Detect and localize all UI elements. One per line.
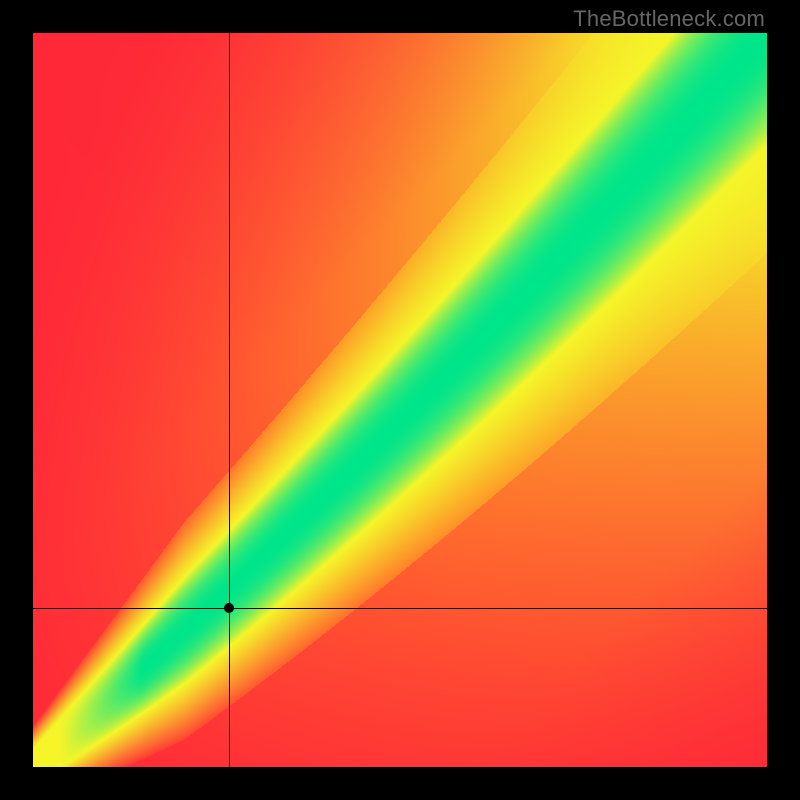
crosshair-dot xyxy=(223,602,235,614)
frame-bottom xyxy=(0,767,800,800)
crosshair-horizontal xyxy=(33,608,767,609)
chart-container: TheBottleneck.com xyxy=(0,0,800,800)
frame-right xyxy=(767,0,800,800)
frame-left xyxy=(0,0,33,800)
crosshair-vertical xyxy=(229,33,230,767)
watermark-text: TheBottleneck.com xyxy=(573,6,765,32)
bottleneck-heatmap xyxy=(33,33,767,767)
